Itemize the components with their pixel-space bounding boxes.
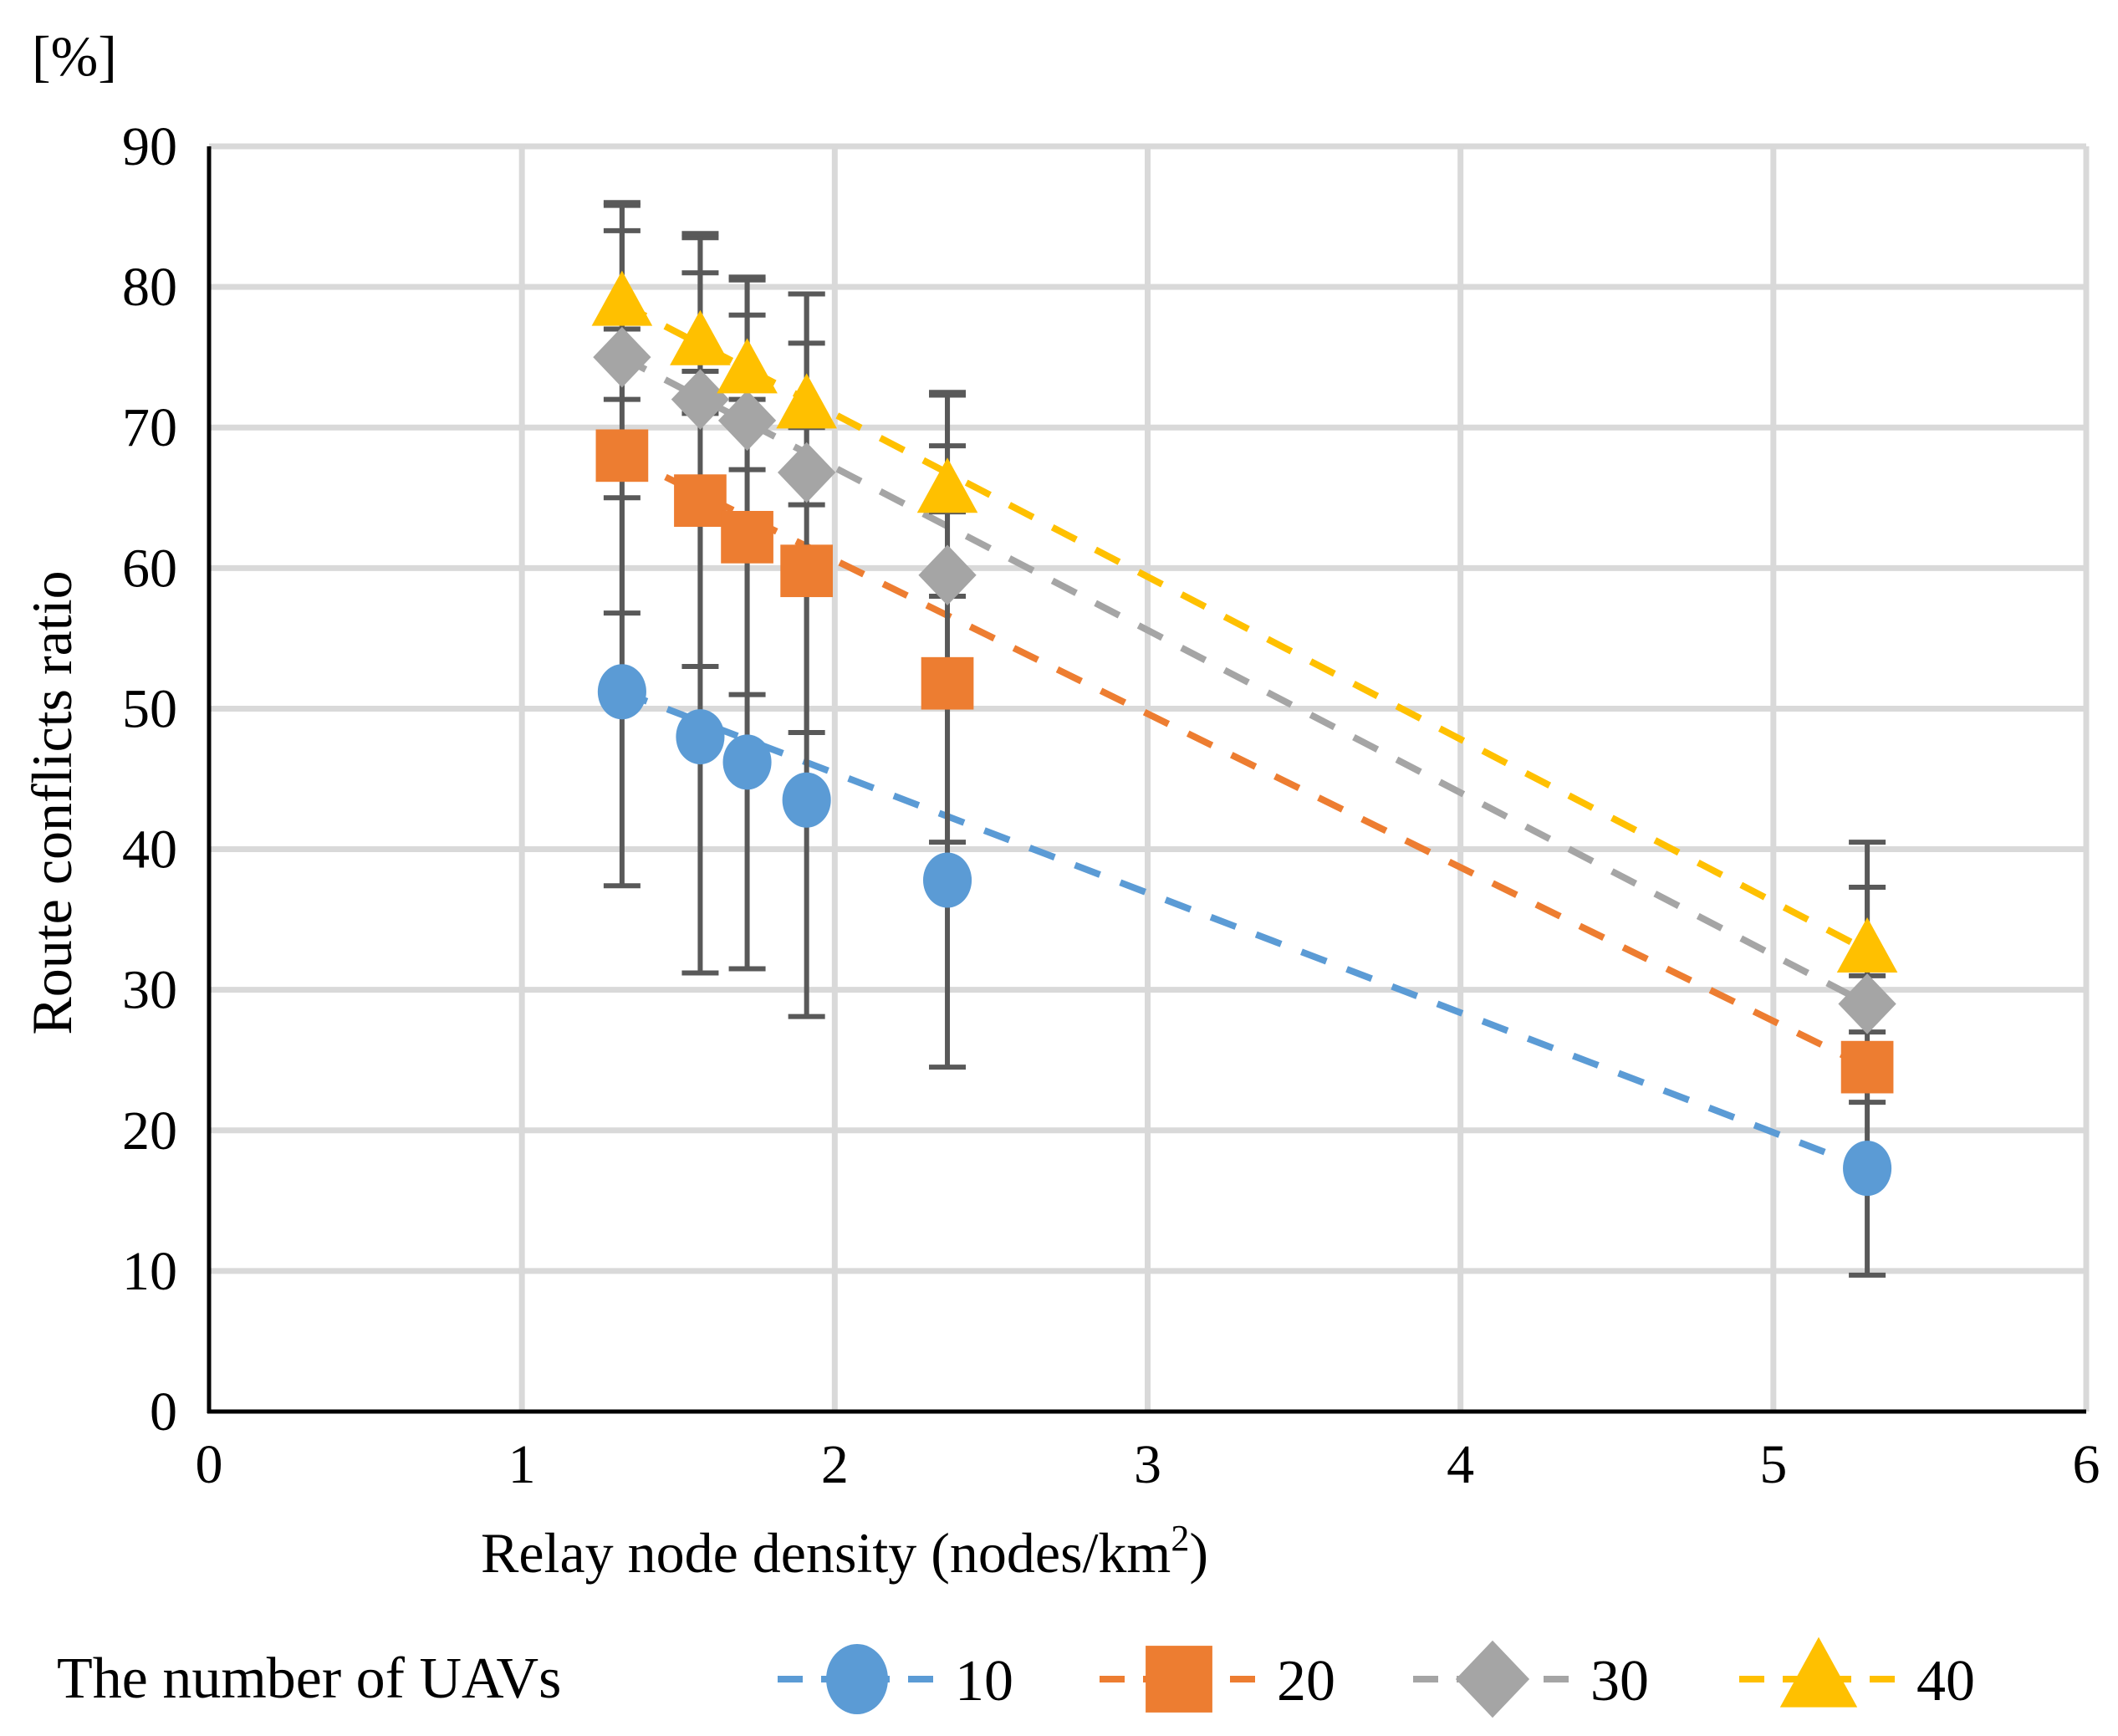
- legend-marker-30: [1455, 1640, 1530, 1718]
- legend: The number of UAVs 10 20 30 40: [57, 1636, 1975, 1718]
- legend-label-20: 20: [1277, 1649, 1335, 1713]
- y-tick-label: 80: [122, 257, 177, 318]
- legend-item-40: 40: [1739, 1636, 1975, 1713]
- legend-label-30: 30: [1590, 1649, 1649, 1713]
- data-point-30: [671, 369, 730, 430]
- x-tick-label: 5: [1759, 1434, 1787, 1495]
- y-tick-label: 30: [122, 960, 177, 1021]
- data-point-30: [778, 442, 836, 503]
- data-point-10: [1843, 1141, 1892, 1197]
- x-tick-label: 3: [1134, 1434, 1161, 1495]
- legend-marker-10: [826, 1644, 888, 1714]
- legend-label-40: 40: [1916, 1649, 1975, 1713]
- data-point-40: [670, 309, 731, 365]
- legend-marker-20: [1146, 1646, 1212, 1713]
- y-tick-label: 90: [122, 116, 177, 177]
- data-point-20: [721, 510, 773, 564]
- x-tick-label: 0: [196, 1434, 223, 1495]
- x-tick-label: 1: [508, 1434, 536, 1495]
- legend-items: 10 20 30 40: [778, 1636, 1975, 1718]
- grid: [209, 143, 2090, 1412]
- legend-item-10: 10: [778, 1644, 1013, 1714]
- error-bars: [603, 200, 1886, 1278]
- y-axis-unit: [%]: [32, 24, 117, 88]
- legend-item-30: 30: [1413, 1640, 1649, 1718]
- data-point-10: [597, 664, 646, 720]
- data-point-30: [1838, 973, 1896, 1034]
- data-point-20: [595, 429, 649, 483]
- data-point-10: [922, 852, 972, 908]
- data-point-10: [782, 772, 831, 828]
- x-axis-title: Relay node density (nodes/km2): [481, 1518, 1208, 1585]
- trend-line-20: [620, 452, 1869, 1070]
- data-point-10: [722, 734, 772, 790]
- y-tick-label: 10: [122, 1241, 177, 1302]
- x-axis-title-suffix: ): [1189, 1521, 1208, 1585]
- data-point-40: [916, 457, 978, 513]
- data-point-40: [591, 270, 653, 326]
- legend-label-10: 10: [955, 1649, 1013, 1713]
- y-tick-label: 70: [122, 397, 177, 458]
- data-point-20: [780, 544, 834, 598]
- legend-marker-40: [1779, 1636, 1858, 1708]
- tick-labels: 0 10 20 30 40 50 60 70 80 90 0 1 2 3 4 5 6: [122, 116, 2100, 1495]
- y-tick-label: 50: [122, 678, 177, 739]
- legend-title: The number of UAVs: [57, 1647, 561, 1711]
- data-point-40: [776, 373, 837, 429]
- x-axis-title-main: Relay node density (nodes/km: [481, 1521, 1171, 1585]
- y-tick-label: 20: [122, 1100, 177, 1162]
- y-tick-label: 40: [122, 819, 177, 881]
- data-point-40: [1836, 917, 1898, 973]
- legend-item-20: 20: [1100, 1646, 1335, 1713]
- data-point-20: [674, 474, 727, 527]
- data-point-30: [717, 390, 777, 452]
- data-point-20: [1840, 1040, 1894, 1094]
- x-axis-title-superscript: 2: [1171, 1518, 1189, 1559]
- trend-lines: [620, 300, 1869, 1172]
- y-tick-label: 60: [122, 538, 177, 599]
- x-tick-label: 4: [1447, 1434, 1474, 1495]
- data-point-40: [717, 338, 778, 394]
- x-tick-label: 2: [821, 1434, 849, 1495]
- y-tick-label: 0: [150, 1381, 177, 1442]
- data-point-30: [918, 544, 977, 606]
- axes: [207, 146, 2086, 1414]
- y-axis-title: Route conflicts ratio: [20, 570, 84, 1034]
- data-point-30: [593, 326, 651, 388]
- data-point-20: [921, 656, 974, 710]
- trend-line-40: [620, 300, 1869, 954]
- data-points: [591, 270, 1898, 1197]
- x-tick-label: 6: [2073, 1434, 2100, 1495]
- data-point-10: [676, 709, 725, 765]
- trend-line-30: [620, 354, 1869, 1008]
